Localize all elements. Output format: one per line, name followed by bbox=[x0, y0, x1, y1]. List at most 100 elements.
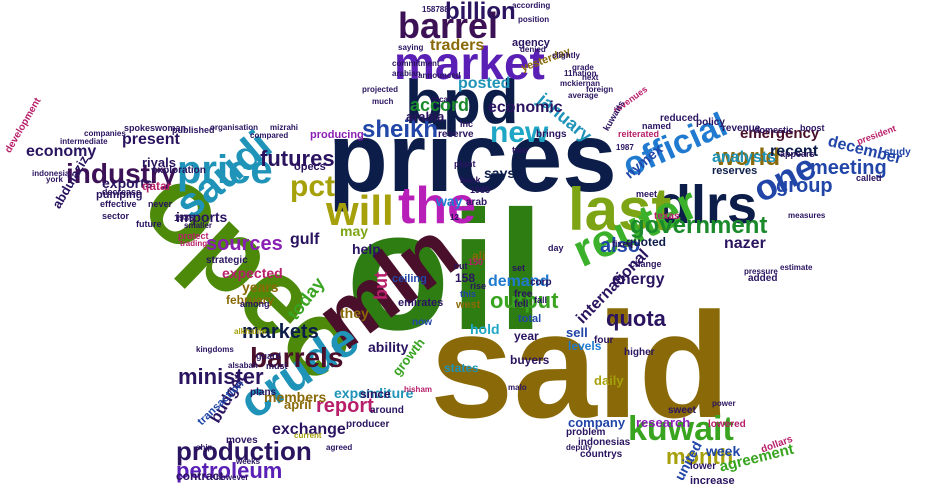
word-mizrahi: mizrahi bbox=[270, 123, 299, 132]
word-expected: expected bbox=[222, 265, 283, 281]
word-exchange: exchange bbox=[272, 421, 346, 438]
word-future: future bbox=[136, 219, 162, 229]
word-intermediate: intermediate bbox=[60, 137, 108, 146]
word-traders: traders bbox=[430, 37, 485, 54]
word-sector: sector bbox=[102, 211, 130, 221]
word-called: called bbox=[856, 173, 882, 183]
word-protect: protect bbox=[178, 231, 209, 241]
word-present: present bbox=[122, 131, 180, 148]
word-bpd: bpd bbox=[405, 68, 519, 137]
word-contract: contract bbox=[176, 469, 224, 483]
word-sweet: sweet bbox=[668, 405, 696, 416]
word-power: power bbox=[712, 399, 736, 408]
word-agency: agency bbox=[512, 37, 550, 49]
word-last: last bbox=[568, 176, 672, 243]
word-dlrs: dlrs bbox=[658, 175, 758, 235]
word-according: according bbox=[512, 1, 551, 10]
word-reduced: reduced bbox=[660, 113, 699, 124]
word-back: back bbox=[460, 175, 481, 185]
word-minister: minister bbox=[178, 364, 264, 389]
word-the: the bbox=[398, 177, 476, 235]
word-group: group bbox=[776, 175, 833, 197]
word-1985: 1985 bbox=[470, 185, 491, 195]
word-kuwait: kuwait bbox=[628, 410, 734, 448]
word-also: also bbox=[600, 235, 641, 257]
word-members: members bbox=[264, 389, 327, 405]
word-states: states bbox=[444, 361, 479, 375]
word-government: government bbox=[630, 212, 768, 239]
word-compared: compared bbox=[250, 131, 289, 140]
word-february: february bbox=[226, 293, 275, 307]
word-exploration: exploration bbox=[152, 165, 206, 176]
word-announced: announced bbox=[418, 71, 461, 80]
word-agreed: agreed bbox=[326, 443, 353, 452]
word-company: company bbox=[568, 415, 626, 430]
word-pct: pct bbox=[290, 170, 335, 203]
word-mckiernan: mckiernan bbox=[560, 79, 601, 88]
word-prices: prices bbox=[328, 102, 617, 212]
word-set: set bbox=[512, 263, 526, 273]
word-reserves: reserves bbox=[712, 165, 758, 177]
word-now: now bbox=[412, 317, 432, 328]
word-grade: grade bbox=[572, 63, 594, 72]
word-slightly: slightly bbox=[552, 51, 581, 60]
word-ali: ali bbox=[472, 249, 486, 263]
word-ship: ship bbox=[196, 443, 213, 452]
word-exports: exports bbox=[102, 175, 153, 191]
word-emergency: emergency bbox=[740, 125, 820, 142]
word-among: among bbox=[240, 299, 270, 309]
word-alsabah: alsabah bbox=[228, 361, 258, 370]
word-reserve: reserve bbox=[438, 129, 474, 140]
word-plant: plant bbox=[454, 159, 476, 169]
word-total: total bbox=[518, 313, 542, 325]
word-pumping: pumping bbox=[96, 189, 143, 201]
word-reiterated: reiterated bbox=[618, 129, 660, 139]
word-weeks: weeks bbox=[236, 457, 261, 466]
word-rise: rise bbox=[470, 281, 487, 291]
word-local: local bbox=[432, 95, 451, 104]
word-deputy: deputy bbox=[566, 443, 593, 452]
word-smaller: smaller bbox=[184, 221, 213, 230]
word-qatar: qatar bbox=[142, 179, 172, 193]
word-month: month bbox=[666, 444, 734, 469]
word-new: new bbox=[490, 116, 549, 149]
word-since: since bbox=[360, 387, 391, 401]
word-must: must bbox=[266, 361, 288, 371]
word-oil: oil bbox=[346, 176, 545, 366]
word-president: president bbox=[855, 123, 898, 147]
word-spokeswoman: spokeswoman bbox=[124, 123, 187, 133]
word-higher: higher bbox=[624, 347, 655, 358]
word-alkhalifa: alkhalifa bbox=[234, 327, 267, 336]
word-appears: appears bbox=[780, 149, 815, 159]
word-opecs: opecs bbox=[294, 161, 326, 173]
word-barrels: barrels bbox=[250, 342, 344, 373]
word-current: current bbox=[294, 431, 322, 440]
word-analysts: analysts bbox=[712, 149, 777, 166]
word-day: day bbox=[548, 243, 564, 253]
word-ceiling: ceiling bbox=[392, 273, 427, 285]
word-arab: arab bbox=[466, 197, 488, 208]
word-imports: imports bbox=[176, 209, 228, 225]
word-cut: cut bbox=[454, 261, 468, 271]
word-indonesia: indonesia bbox=[32, 169, 70, 178]
word-research: research bbox=[636, 415, 691, 430]
word-estimate: estimate bbox=[780, 263, 813, 272]
word-meeting: meeting bbox=[810, 157, 887, 179]
word-12: 12 bbox=[450, 213, 459, 222]
word-revenue: revenue bbox=[722, 123, 761, 134]
word-output: output bbox=[490, 288, 559, 313]
word-four: four bbox=[594, 335, 614, 346]
word-lowered: lowered bbox=[708, 419, 746, 430]
word-week: week bbox=[706, 443, 741, 459]
word-york: york bbox=[46, 175, 63, 184]
word-sources: sources bbox=[206, 233, 283, 255]
word-markets: markets bbox=[242, 321, 319, 343]
word-riyals: riyals bbox=[142, 155, 176, 170]
word-quota: quota bbox=[606, 306, 666, 331]
word-help: help bbox=[352, 241, 381, 257]
word-will: will bbox=[326, 187, 394, 234]
word-nazer: nazer bbox=[724, 235, 766, 252]
word-buyers: buyers bbox=[510, 353, 550, 367]
word-foreign: foreign bbox=[586, 85, 614, 94]
